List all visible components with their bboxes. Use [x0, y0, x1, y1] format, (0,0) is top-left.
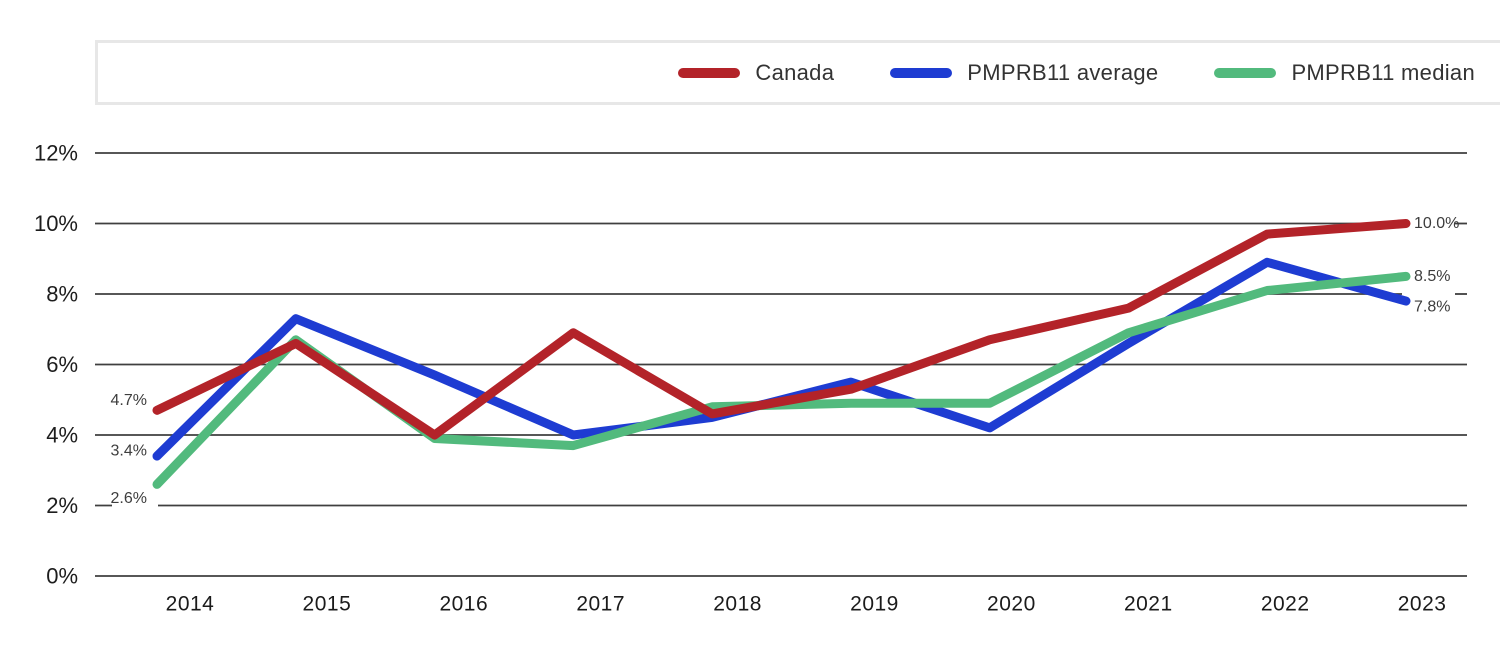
y-axis-label: 0%	[46, 564, 78, 589]
x-axis-label: 2015	[303, 593, 352, 616]
y-axis-label: 2%	[46, 493, 78, 518]
legend-item-canada: Canada	[678, 60, 834, 86]
x-axis-label: 2014	[166, 593, 215, 616]
legend-swatch-icon	[890, 67, 953, 78]
first-point-label: 4.7%	[111, 392, 147, 409]
x-axis-label: 2017	[576, 593, 625, 616]
y-axis-label: 8%	[46, 282, 78, 307]
series-line-canada	[152, 219, 1411, 440]
legend-label: Canada	[755, 59, 835, 85]
first-point-label: 2.6%	[111, 490, 147, 507]
first-point-label: 3.4%	[111, 443, 147, 460]
y-axis-label: 10%	[34, 211, 78, 236]
x-axis-label: 2018	[713, 593, 762, 616]
x-axis-label: 2022	[1261, 593, 1310, 616]
legend: Canada PMPRB11 average PMPRB11 median	[95, 40, 1500, 105]
last-point-label: 7.8%	[1414, 299, 1450, 316]
x-axis-label: 2016	[439, 593, 488, 616]
x-axis-label: 2019	[850, 593, 899, 616]
y-axis-label: 4%	[46, 423, 78, 448]
series-line-pmprb11-average	[152, 257, 1411, 461]
legend-swatch-icon	[1214, 67, 1277, 78]
last-point-label: 8.5%	[1414, 268, 1450, 285]
last-point-label: 10.0%	[1414, 215, 1459, 232]
legend-swatch-icon	[678, 67, 741, 78]
x-axis-label: 2020	[987, 593, 1036, 616]
x-axis-label: 2021	[1124, 593, 1173, 616]
y-axis-label: 12%	[34, 141, 78, 166]
legend-label: PMPRB11 median	[1291, 59, 1475, 85]
legend-label: PMPRB11 average	[967, 59, 1159, 85]
x-axis-label: 2023	[1398, 593, 1447, 616]
legend-item-pmprb11-median: PMPRB11 median	[1214, 60, 1475, 86]
y-axis-label: 6%	[46, 352, 78, 377]
legend-item-pmprb11-average: PMPRB11 average	[890, 60, 1158, 86]
